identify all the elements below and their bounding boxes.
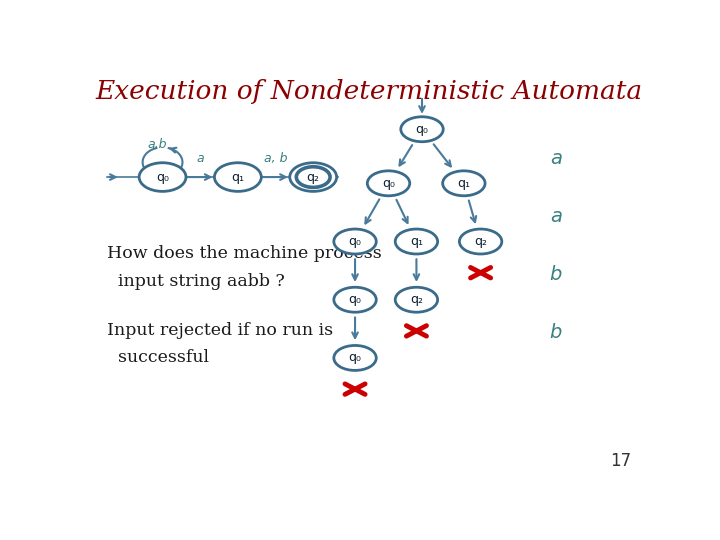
Text: q₁: q₁	[410, 235, 423, 248]
Ellipse shape	[139, 163, 186, 191]
Text: 17: 17	[610, 452, 631, 470]
Text: q₂: q₂	[410, 293, 423, 306]
Text: b: b	[550, 265, 562, 284]
Text: successful: successful	[107, 349, 209, 367]
Ellipse shape	[334, 287, 377, 312]
Ellipse shape	[367, 171, 410, 196]
Ellipse shape	[334, 229, 377, 254]
Text: a: a	[197, 152, 204, 165]
Text: q₀: q₀	[156, 171, 169, 184]
Text: q₀: q₀	[382, 177, 395, 190]
Text: a: a	[550, 149, 562, 168]
Text: a,b: a,b	[147, 138, 167, 151]
Ellipse shape	[395, 229, 438, 254]
Ellipse shape	[334, 346, 377, 370]
Text: input string aabb ?: input string aabb ?	[107, 273, 284, 289]
Text: b: b	[550, 323, 562, 342]
Text: Execution of Nondeterministic Automata: Execution of Nondeterministic Automata	[96, 79, 642, 104]
Ellipse shape	[289, 163, 337, 191]
Ellipse shape	[401, 117, 444, 141]
Text: q₂: q₂	[474, 235, 487, 248]
Ellipse shape	[459, 229, 502, 254]
Text: q₀: q₀	[348, 352, 361, 365]
Text: a: a	[550, 207, 562, 226]
Text: q₂: q₂	[307, 171, 320, 184]
Ellipse shape	[395, 287, 438, 312]
Text: Input rejected if no run is: Input rejected if no run is	[107, 322, 333, 340]
Text: a, b: a, b	[264, 152, 287, 165]
Text: q₀: q₀	[348, 235, 361, 248]
Ellipse shape	[443, 171, 485, 196]
Text: q₀: q₀	[415, 123, 428, 136]
Text: q₁: q₁	[457, 177, 470, 190]
Text: q₁: q₁	[231, 171, 244, 184]
Text: q₀: q₀	[348, 293, 361, 306]
Ellipse shape	[215, 163, 261, 191]
Text: How does the machine process: How does the machine process	[107, 246, 382, 262]
